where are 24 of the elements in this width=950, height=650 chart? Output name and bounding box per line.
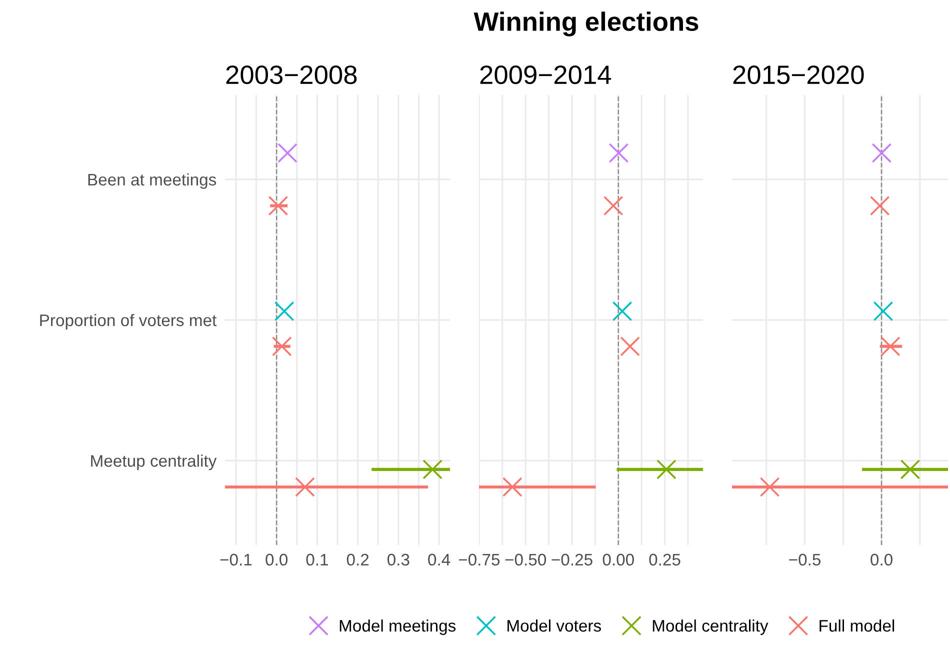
legend-label: Model voters — [508, 619, 601, 632]
x-tick-label: 0.0 — [870, 554, 892, 566]
x-tick-label: 0.1 — [306, 554, 328, 566]
x-tick-label: 0.25 — [649, 554, 680, 566]
x-tick-label: −0.1 — [220, 554, 252, 566]
x-tick-label: −0.5 — [789, 554, 821, 566]
x-tick-label: 0.4 — [428, 554, 450, 566]
x-tick-label: 0.2 — [346, 554, 369, 566]
text: Winning elections — [474, 12, 698, 36]
chart-title: 2003−2008 — [226, 65, 357, 84]
x-tick-label: −0.75 — [458, 554, 500, 566]
x-tick-label: 0.0 — [266, 554, 288, 566]
y-tick-label: Been at meetings — [88, 173, 216, 189]
chart-title: 2015−2020 — [733, 65, 864, 84]
legend-label: Full model — [820, 619, 894, 632]
x-tick-label: −0.25 — [552, 554, 592, 566]
legend-label: Model centrality — [652, 619, 768, 635]
x-tick-label: 0.00 — [602, 554, 634, 566]
legend-label: Model meetings — [340, 619, 456, 635]
y-tick-label: Meetup centrality — [91, 454, 217, 470]
x-tick-label: −0.50 — [505, 554, 546, 566]
chart-title: 2009−2014 — [480, 65, 612, 84]
y-tick-label: Proportion of voters met — [40, 314, 217, 330]
x-tick-label: 0.3 — [387, 554, 410, 566]
